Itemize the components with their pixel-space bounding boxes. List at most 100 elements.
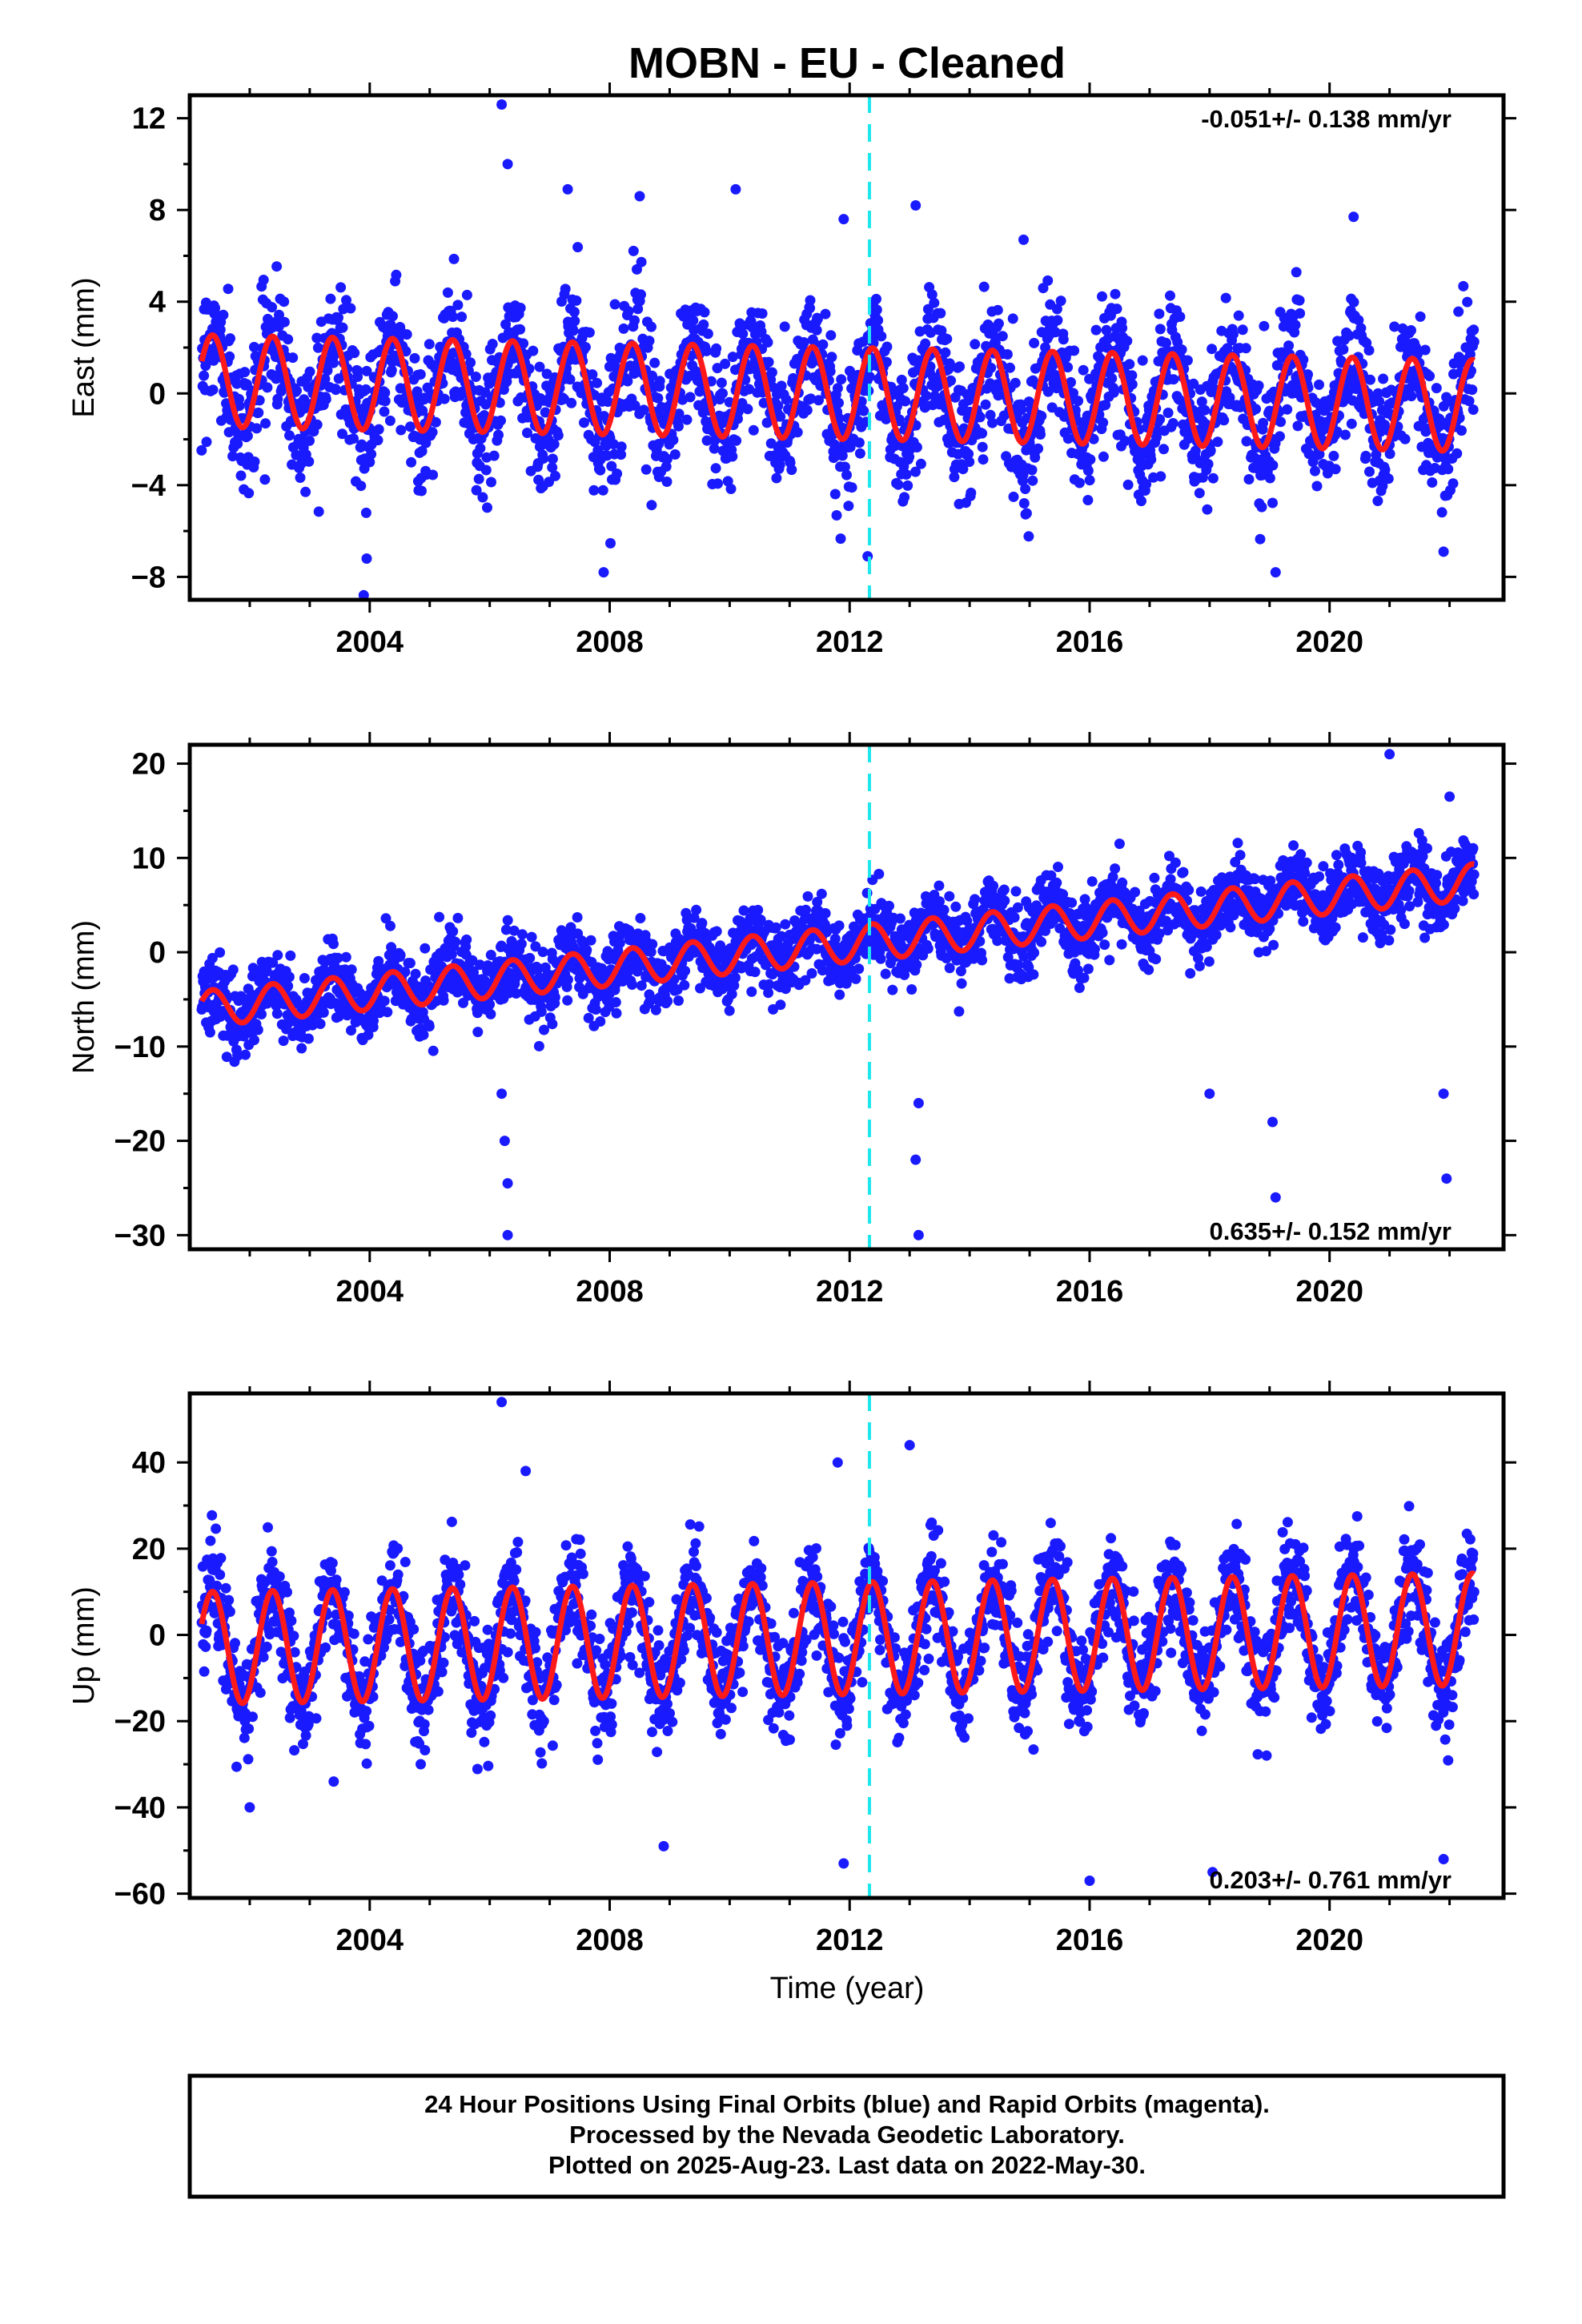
data-point bbox=[616, 449, 627, 460]
data-point bbox=[382, 1007, 393, 1018]
data-point bbox=[597, 485, 608, 496]
data-point bbox=[864, 371, 875, 382]
data-point bbox=[1372, 496, 1383, 506]
data-point bbox=[688, 315, 699, 326]
data-point bbox=[1468, 324, 1480, 336]
data-point bbox=[775, 411, 786, 422]
data-point bbox=[287, 352, 299, 364]
data-point bbox=[256, 1009, 267, 1019]
data-point bbox=[647, 939, 658, 950]
data-point bbox=[813, 395, 824, 406]
data-point bbox=[922, 943, 934, 954]
data-point bbox=[766, 367, 777, 378]
data-point bbox=[949, 472, 960, 483]
data-point bbox=[1232, 838, 1243, 849]
data-point bbox=[1378, 373, 1389, 384]
data-point bbox=[942, 333, 953, 344]
data-point bbox=[335, 282, 347, 293]
data-point bbox=[328, 357, 339, 368]
data-point bbox=[536, 1006, 547, 1017]
data-point bbox=[442, 287, 453, 298]
data-point bbox=[761, 417, 773, 428]
data-point bbox=[1240, 343, 1251, 354]
data-point bbox=[472, 1027, 484, 1038]
data-point bbox=[805, 393, 817, 404]
data-point bbox=[572, 242, 584, 253]
data-point bbox=[1288, 840, 1299, 851]
data-point bbox=[274, 309, 284, 320]
data-point bbox=[538, 453, 549, 464]
data-point bbox=[568, 325, 579, 336]
data-point bbox=[1436, 507, 1447, 518]
data-point bbox=[1027, 475, 1038, 486]
data-point bbox=[1467, 384, 1478, 396]
data-point bbox=[325, 293, 336, 304]
data-point bbox=[1203, 956, 1215, 967]
data-point bbox=[318, 1007, 329, 1018]
x-tick-label: 2020 bbox=[1295, 625, 1363, 659]
data-point bbox=[681, 414, 693, 425]
data-point bbox=[1124, 359, 1135, 370]
data-point bbox=[781, 394, 792, 405]
outlier-point bbox=[1018, 234, 1029, 245]
data-point bbox=[1243, 474, 1255, 485]
data-point bbox=[980, 399, 991, 410]
data-point bbox=[465, 357, 476, 368]
data-point bbox=[243, 488, 255, 499]
x-tick-label: 2016 bbox=[1056, 625, 1124, 659]
data-point bbox=[252, 1024, 263, 1035]
data-point bbox=[820, 308, 831, 320]
data-point bbox=[616, 441, 627, 452]
data-point bbox=[661, 453, 673, 464]
data-point bbox=[992, 304, 1003, 316]
north-observations bbox=[196, 749, 1480, 1240]
data-point bbox=[341, 295, 351, 306]
data-point bbox=[401, 329, 412, 340]
data-point bbox=[515, 303, 526, 313]
data-point bbox=[424, 339, 435, 350]
data-point bbox=[303, 1033, 314, 1044]
data-point bbox=[428, 1045, 439, 1056]
data-point bbox=[831, 510, 842, 521]
data-point bbox=[629, 400, 640, 411]
data-point bbox=[304, 366, 315, 377]
data-point bbox=[386, 364, 397, 376]
data-point bbox=[999, 895, 1010, 907]
data-point bbox=[199, 370, 210, 381]
data-point bbox=[224, 351, 235, 362]
data-point bbox=[753, 904, 764, 915]
data-point bbox=[337, 322, 348, 333]
data-point bbox=[1117, 877, 1128, 888]
data-point bbox=[812, 313, 823, 324]
data-point bbox=[970, 339, 981, 350]
data-point bbox=[328, 939, 339, 950]
data-point bbox=[299, 394, 310, 405]
data-point bbox=[1267, 497, 1278, 509]
data-point bbox=[590, 1004, 601, 1015]
outlier-point bbox=[1270, 567, 1281, 578]
data-point bbox=[1233, 310, 1244, 321]
data-point bbox=[549, 991, 560, 1003]
data-point bbox=[834, 989, 845, 1000]
data-point bbox=[420, 943, 431, 954]
data-point bbox=[1194, 488, 1205, 499]
data-point bbox=[315, 1019, 326, 1029]
data-point bbox=[1136, 496, 1146, 507]
data-point bbox=[395, 950, 406, 960]
data-point bbox=[267, 302, 278, 313]
data-point bbox=[1199, 404, 1211, 416]
data-point bbox=[278, 1035, 289, 1047]
data-point bbox=[988, 880, 999, 891]
data-point bbox=[900, 396, 911, 407]
east-rate-label: -0.051+/- 0.138 mm/yr bbox=[1201, 105, 1452, 133]
data-point bbox=[1026, 464, 1038, 476]
data-point bbox=[283, 971, 295, 983]
data-point bbox=[534, 361, 545, 372]
data-point bbox=[240, 1049, 251, 1060]
data-point bbox=[452, 912, 464, 923]
data-point bbox=[1137, 355, 1148, 366]
data-point bbox=[428, 469, 439, 480]
data-point bbox=[1122, 336, 1133, 347]
data-point bbox=[817, 339, 829, 350]
data-point bbox=[348, 433, 359, 444]
